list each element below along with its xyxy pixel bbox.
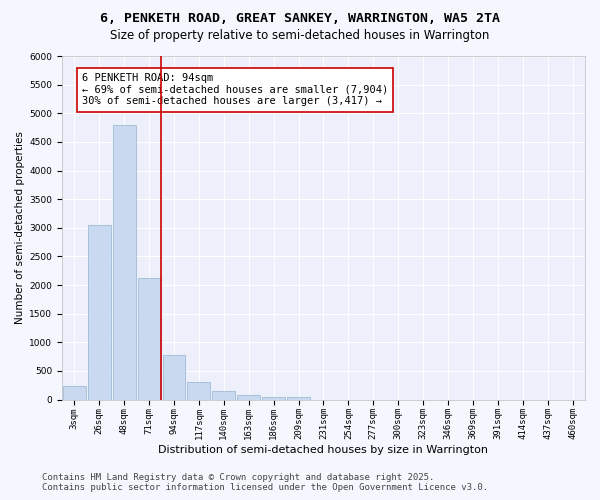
- Bar: [287, 397, 310, 400]
- Y-axis label: Number of semi-detached properties: Number of semi-detached properties: [15, 132, 25, 324]
- Text: Contains HM Land Registry data © Crown copyright and database right 2025.
Contai: Contains HM Land Registry data © Crown c…: [42, 473, 488, 492]
- Bar: [262, 396, 285, 400]
- X-axis label: Distribution of semi-detached houses by size in Warrington: Distribution of semi-detached houses by …: [158, 445, 488, 455]
- Bar: [187, 382, 211, 400]
- Text: Size of property relative to semi-detached houses in Warrington: Size of property relative to semi-detach…: [110, 29, 490, 42]
- Bar: [88, 225, 111, 400]
- Bar: [212, 391, 235, 400]
- Text: 6, PENKETH ROAD, GREAT SANKEY, WARRINGTON, WA5 2TA: 6, PENKETH ROAD, GREAT SANKEY, WARRINGTO…: [100, 12, 500, 26]
- Text: 6 PENKETH ROAD: 94sqm
← 69% of semi-detached houses are smaller (7,904)
30% of s: 6 PENKETH ROAD: 94sqm ← 69% of semi-deta…: [82, 73, 388, 106]
- Bar: [137, 278, 161, 400]
- Bar: [163, 355, 185, 400]
- Bar: [63, 386, 86, 400]
- Bar: [237, 395, 260, 400]
- Bar: [113, 124, 136, 400]
